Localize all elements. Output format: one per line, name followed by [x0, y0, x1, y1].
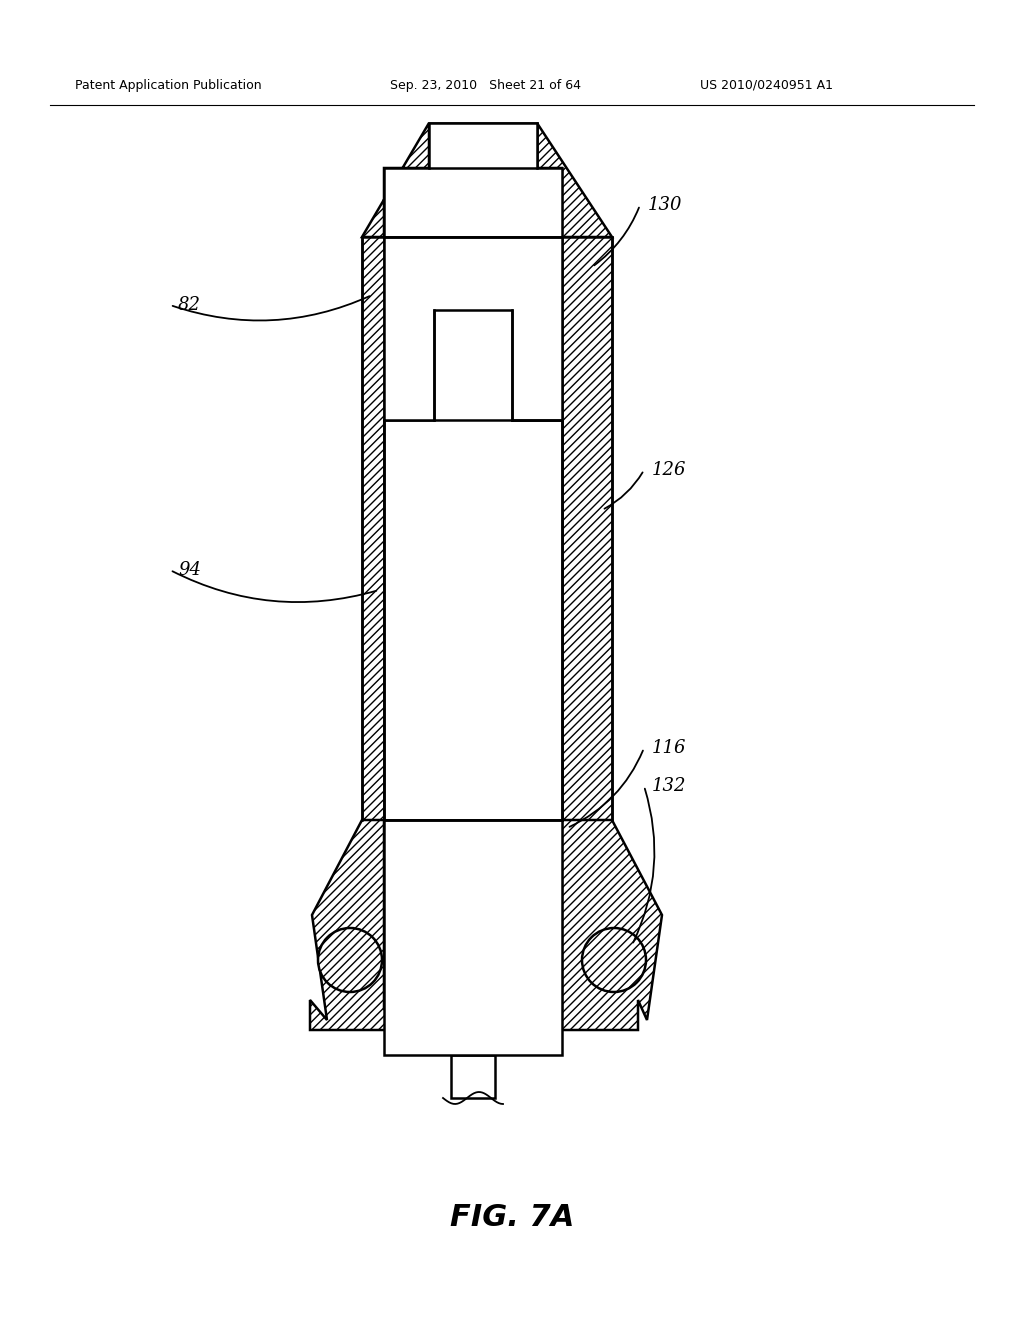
Text: 132: 132	[652, 777, 686, 795]
Polygon shape	[384, 123, 562, 238]
Polygon shape	[451, 1055, 495, 1098]
Text: 130: 130	[648, 195, 683, 214]
Polygon shape	[384, 820, 562, 1055]
Polygon shape	[537, 123, 612, 238]
Circle shape	[318, 928, 382, 993]
Polygon shape	[429, 123, 537, 168]
Text: 94: 94	[178, 561, 201, 579]
Text: 116: 116	[652, 739, 686, 756]
Polygon shape	[562, 238, 612, 820]
Text: Sep. 23, 2010   Sheet 21 of 64: Sep. 23, 2010 Sheet 21 of 64	[390, 78, 581, 91]
Circle shape	[582, 928, 646, 993]
Polygon shape	[362, 123, 429, 238]
Polygon shape	[310, 820, 388, 1030]
Polygon shape	[362, 238, 384, 820]
Text: Patent Application Publication: Patent Application Publication	[75, 78, 261, 91]
Text: FIG. 7A: FIG. 7A	[450, 1204, 574, 1233]
Text: 126: 126	[652, 461, 686, 479]
Text: US 2010/0240951 A1: US 2010/0240951 A1	[700, 78, 833, 91]
Text: 82: 82	[178, 296, 201, 314]
Polygon shape	[384, 420, 562, 820]
Polygon shape	[384, 238, 562, 420]
Polygon shape	[560, 820, 662, 1030]
